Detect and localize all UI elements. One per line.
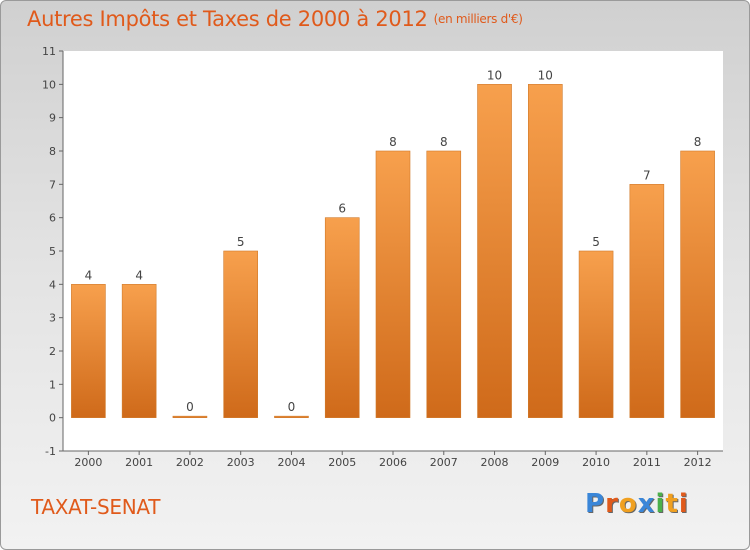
commune-name: TAXAT-SENAT [31,495,161,519]
x-tick-label: 2003 [227,456,255,469]
bar [578,250,614,418]
x-tick-label: 2007 [430,456,458,469]
bar-value-label: 10 [538,68,553,82]
bar [223,250,258,418]
bar-value-label: 8 [440,135,448,149]
bar-value-label: 8 [694,135,702,149]
bar [375,150,411,418]
y-tick-label: 6 [49,212,56,225]
bar [172,415,208,418]
bar [528,84,563,418]
bar [274,415,309,418]
proxiti-logo: Proxiti [585,489,689,519]
chart-title: Autres Impôts et Taxes de 2000 à 2012 (en… [27,7,523,31]
bar [477,84,512,418]
y-tick-label: 2 [49,345,56,358]
bar-value-label: 6 [338,202,346,216]
bar [121,284,157,418]
bar-value-label: 4 [85,268,93,282]
bar [426,150,462,418]
y-tick-label: 11 [42,45,56,58]
y-tick-label: 7 [49,178,56,191]
bar-value-label: 5 [592,235,600,249]
bar-value-label: 0 [186,400,194,414]
bar-value-label: 0 [288,400,296,414]
x-tick-label: 2004 [277,456,305,469]
logo-letter: t [665,489,679,519]
y-tick-label: 5 [49,245,56,258]
x-tick-label: 2006 [379,456,407,469]
logo-letter: i [678,489,689,519]
y-tick-label: 8 [49,145,56,158]
bar [629,184,665,418]
logo-letter: i [655,489,666,519]
y-tick-label: 3 [49,312,56,325]
x-tick-label: 2009 [531,456,559,469]
y-tick-label: 4 [49,278,56,291]
x-tick-label: 2012 [684,456,712,469]
logo-letter: P [585,489,606,519]
x-tick-label: 2001 [125,456,153,469]
bar [71,284,106,418]
x-tick-label: 2011 [633,456,661,469]
logo-letter: x [637,489,656,519]
y-tick-label: 10 [42,78,56,91]
y-tick-label: 1 [49,378,56,391]
bar-value-label: 10 [487,68,502,82]
logo-letter: o [618,489,638,519]
x-tick-label: 2008 [481,456,509,469]
x-tick-label: 2000 [74,456,102,469]
chart-title-text: Autres Impôts et Taxes de 2000 à 2012 [27,7,428,31]
y-tick-label: 0 [49,412,56,425]
bar [680,150,715,418]
bar [324,217,360,418]
y-tick-label: 9 [49,112,56,125]
logo-letter: r [605,489,619,519]
bar-value-label: 8 [389,135,397,149]
x-tick-label: 2005 [328,456,356,469]
bar-value-label: 4 [135,268,143,282]
x-tick-label: 2002 [176,456,204,469]
chart-subtitle: (en milliers d'€) [433,12,523,26]
bar-value-label: 5 [237,235,245,249]
x-tick-label: 2010 [582,456,610,469]
y-tick-label: -1 [45,445,56,458]
bar-value-label: 7 [643,168,651,182]
